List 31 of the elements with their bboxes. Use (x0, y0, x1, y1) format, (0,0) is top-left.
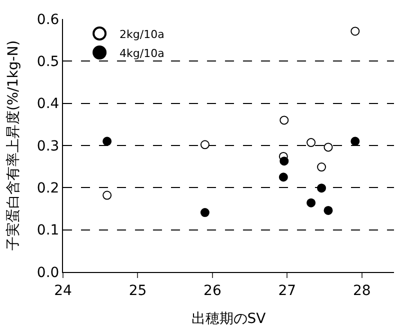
x-tick-label: 27 (278, 282, 296, 299)
point (317, 184, 326, 193)
point (350, 26, 360, 36)
y-tick-label: 0.6 (36, 12, 60, 28)
point (324, 206, 333, 215)
x-tick-label: 28 (352, 282, 371, 299)
legend-label: 4kg/10a (120, 46, 164, 60)
point (306, 198, 316, 208)
point (102, 136, 112, 146)
point (280, 116, 289, 125)
point (324, 142, 333, 152)
x-tick-label: 25 (128, 282, 147, 299)
point (200, 140, 210, 150)
point (317, 162, 326, 172)
point (306, 138, 316, 148)
y-tick-label: 0.0 (36, 264, 60, 281)
point (278, 172, 288, 182)
legend-label: 2kg/10a (120, 28, 164, 41)
point (350, 136, 360, 146)
y-axis-title: 子実蛋白含有率上昇度(%/1kg-N) (6, 40, 22, 251)
point (200, 208, 210, 218)
x-tick-label: 26 (204, 282, 222, 299)
y-tick-label: 0.5 (36, 54, 60, 70)
point (102, 190, 112, 200)
y-tick-label: 0.3 (36, 138, 60, 154)
x-tick-label: 24 (54, 282, 72, 299)
x-axis-title: 出穂期のSV (191, 311, 266, 328)
y-tick-label: 0.2 (36, 180, 60, 197)
y-tick-label: 0.1 (36, 222, 60, 239)
y-tick-label: 0.4 (36, 96, 60, 112)
point (280, 156, 289, 166)
